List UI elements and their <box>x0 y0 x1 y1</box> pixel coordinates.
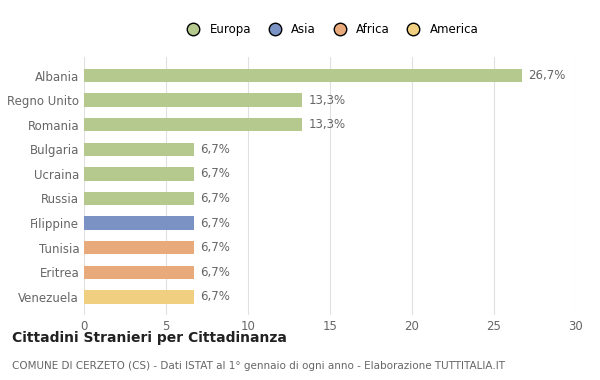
Bar <box>84 290 194 304</box>
Text: 13,3%: 13,3% <box>308 118 346 131</box>
Text: 6,7%: 6,7% <box>200 192 230 205</box>
Bar <box>84 266 194 279</box>
Bar <box>84 118 302 131</box>
Text: 6,7%: 6,7% <box>200 168 230 180</box>
Bar <box>84 216 194 230</box>
Text: COMUNE DI CERZETO (CS) - Dati ISTAT al 1° gennaio di ogni anno - Elaborazione TU: COMUNE DI CERZETO (CS) - Dati ISTAT al 1… <box>12 361 505 371</box>
Bar <box>84 192 194 205</box>
Text: 6,7%: 6,7% <box>200 266 230 279</box>
Bar <box>84 93 302 107</box>
Text: Cittadini Stranieri per Cittadinanza: Cittadini Stranieri per Cittadinanza <box>12 331 287 345</box>
Text: 6,7%: 6,7% <box>200 290 230 303</box>
Bar <box>84 241 194 255</box>
Text: 13,3%: 13,3% <box>308 93 346 107</box>
Text: 6,7%: 6,7% <box>200 143 230 156</box>
Bar <box>84 142 194 156</box>
Text: 26,7%: 26,7% <box>529 69 566 82</box>
Bar <box>84 167 194 180</box>
Text: 6,7%: 6,7% <box>200 217 230 230</box>
Text: 6,7%: 6,7% <box>200 241 230 254</box>
Legend: Europa, Asia, Africa, America: Europa, Asia, Africa, America <box>176 18 484 41</box>
Bar <box>84 69 522 82</box>
